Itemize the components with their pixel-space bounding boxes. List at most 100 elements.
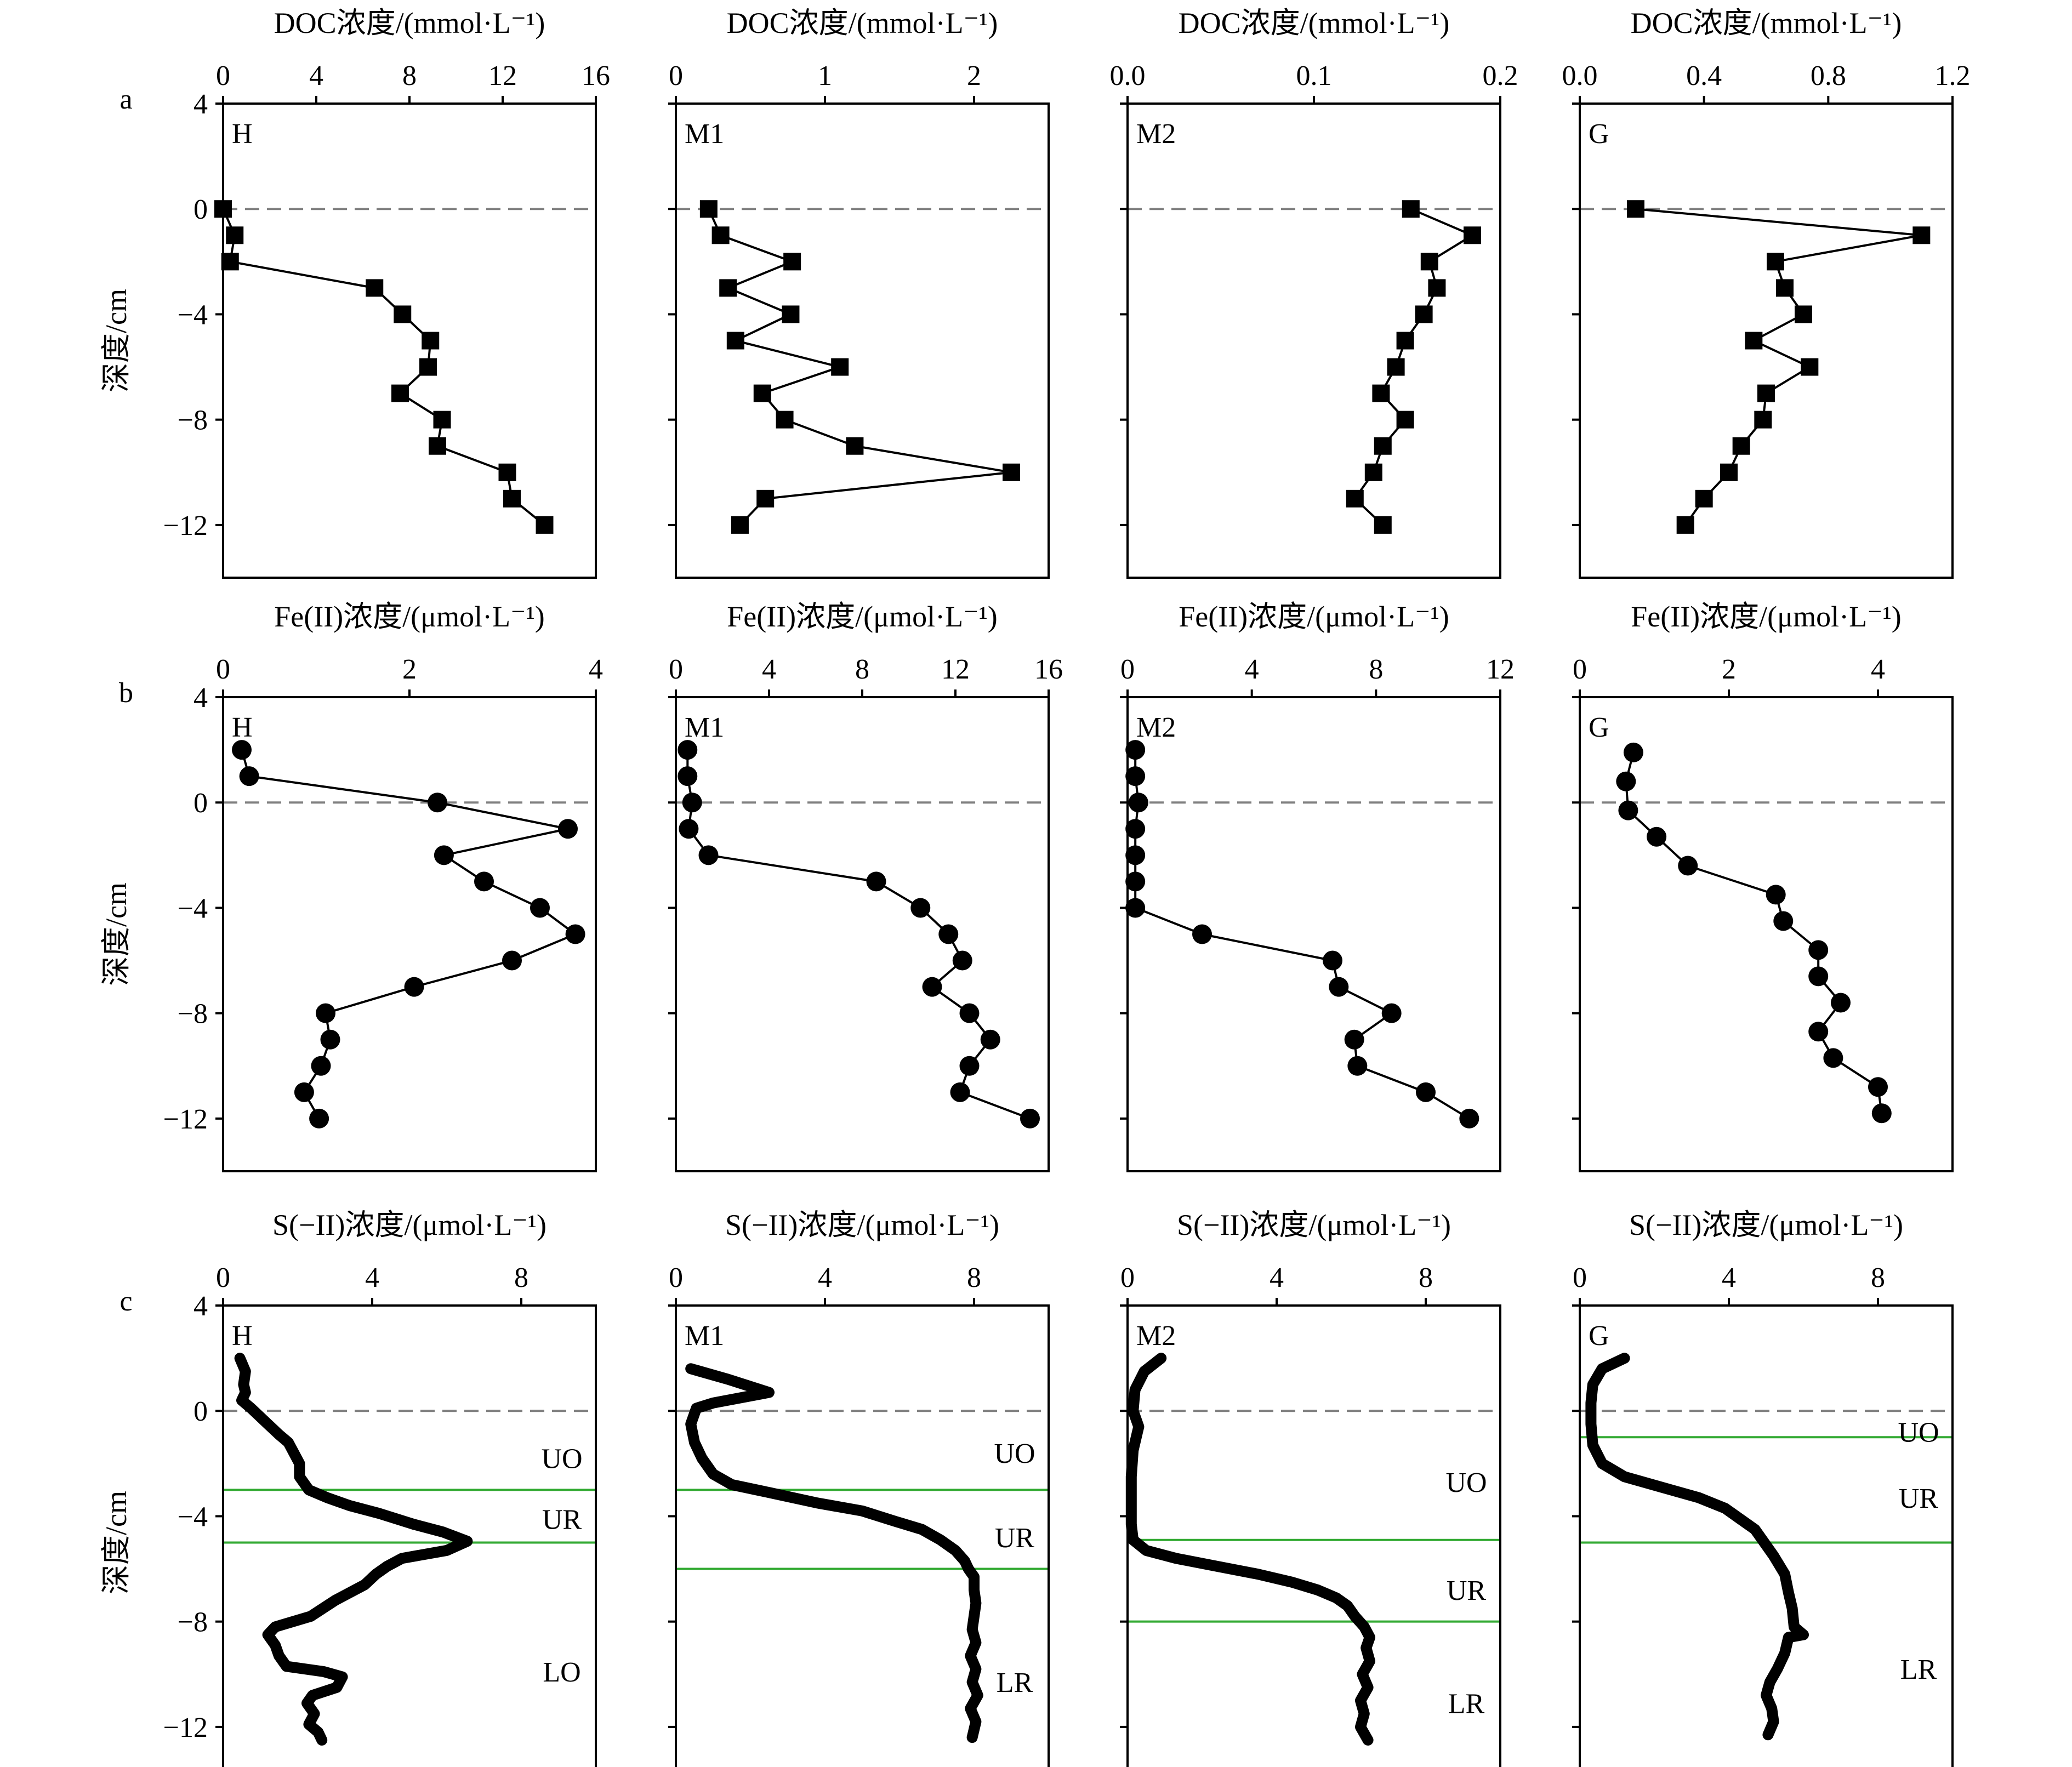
- data-point: [1627, 200, 1644, 218]
- data-point: [952, 950, 972, 971]
- data-point: [434, 845, 454, 865]
- zone-label: LR: [1900, 1654, 1937, 1685]
- data-point: [1776, 279, 1794, 297]
- data-point: [1323, 950, 1342, 971]
- data-point: [1347, 1056, 1368, 1076]
- panel-label: M1: [685, 712, 724, 743]
- data-line: [1134, 749, 1471, 1120]
- x-tick-label: 12: [488, 60, 517, 92]
- data-point: [1823, 1048, 1843, 1068]
- data-point: [498, 463, 516, 481]
- data-point: [1125, 898, 1146, 918]
- plot-frame: [1126, 696, 1501, 1172]
- data-line: [1125, 1353, 1375, 1746]
- data-point: [404, 977, 424, 997]
- plot-frame: [675, 696, 1050, 1172]
- data-point: [1374, 516, 1392, 534]
- data-point: [1720, 463, 1738, 481]
- data-point: [239, 766, 259, 786]
- data-point: [1125, 766, 1146, 786]
- data-point: [1754, 411, 1772, 429]
- y-tick-label: 0: [193, 1396, 208, 1427]
- data-point: [530, 898, 550, 918]
- panel-label: H: [232, 712, 253, 743]
- data-line: [241, 749, 577, 1120]
- zone-label: UO: [1898, 1417, 1939, 1449]
- chart-panel: S(−II)浓度/(μmol·L⁻¹) 0 4 8 UO UR LR M2: [1120, 1209, 1501, 1767]
- panel-title: DOC浓度/(mmol·L⁻¹): [274, 7, 545, 39]
- zone-label: UO: [994, 1438, 1035, 1469]
- data-point: [503, 489, 521, 508]
- x-tick-label: 8: [855, 654, 869, 685]
- data-point: [910, 898, 931, 918]
- x-tick-label: 16: [582, 60, 610, 92]
- row-letter: c: [119, 1286, 132, 1317]
- data-point: [1676, 516, 1694, 534]
- plot-frame: [222, 696, 597, 1172]
- data-point: [433, 411, 451, 429]
- data-point: [753, 384, 771, 402]
- x-tick-label: 0: [669, 60, 683, 92]
- x-tick-label: 4: [365, 1262, 379, 1293]
- panel-title: S(−II)浓度/(μmol·L⁻¹): [1177, 1209, 1451, 1241]
- data-line: [222, 208, 546, 526]
- x-tick-label: 2: [1722, 654, 1736, 685]
- x-tick-label: 0: [1120, 654, 1135, 685]
- data-point: [1346, 489, 1364, 508]
- x-tick-label: 12: [941, 654, 970, 685]
- panel-title: Fe(II)浓度/(μmol·L⁻¹): [1631, 600, 1902, 633]
- y-tick-label: −4: [178, 893, 208, 924]
- zone-label: LR: [1448, 1689, 1485, 1720]
- x-tick-label: 0: [1573, 1262, 1587, 1293]
- depth-axis-label: 深度/cm: [100, 289, 133, 392]
- data-point: [1428, 279, 1446, 297]
- data-point: [1020, 1108, 1040, 1128]
- data-point: [1808, 940, 1829, 960]
- panel-title: DOC浓度/(mmol·L⁻¹): [1179, 7, 1450, 39]
- data-point: [1402, 200, 1420, 218]
- panel-label: G: [1589, 1320, 1609, 1352]
- data-point: [428, 793, 447, 813]
- y-tick-label: −12: [163, 510, 208, 542]
- data-point: [711, 226, 730, 244]
- chart-panel: DOC浓度/(mmol·L⁻¹) 0.0 0.1 0.2 M2: [1110, 7, 1518, 579]
- data-point: [1416, 1082, 1436, 1102]
- panel-title: S(−II)浓度/(μmol·L⁻¹): [272, 1209, 547, 1241]
- y-tick-label: −8: [178, 1607, 208, 1638]
- data-point: [1459, 1108, 1479, 1128]
- data-point: [1647, 827, 1667, 847]
- data-point: [419, 358, 437, 376]
- x-tick-label: 2: [402, 654, 417, 685]
- x-tick-label: 0: [216, 1262, 230, 1293]
- data-point: [866, 871, 886, 892]
- x-tick-label: 0: [216, 654, 230, 685]
- data-point: [756, 489, 775, 508]
- x-tick-label: 0: [1573, 654, 1587, 685]
- data-point: [938, 924, 959, 944]
- data-point: [783, 253, 801, 271]
- data-line: [707, 208, 1012, 526]
- data-point: [1396, 332, 1414, 350]
- data-point: [474, 871, 494, 892]
- y-tick-label: −8: [178, 405, 208, 436]
- data-point: [391, 384, 409, 402]
- x-tick-label: 12: [1486, 654, 1515, 685]
- data-point: [950, 1082, 970, 1102]
- panel-title: DOC浓度/(mmol·L⁻¹): [727, 7, 998, 39]
- y-tick-label: 0: [193, 194, 208, 225]
- y-tick-label: 4: [193, 682, 208, 714]
- data-point: [1766, 885, 1786, 905]
- x-tick-label: 1: [818, 60, 832, 92]
- x-tick-label: 0.0: [1562, 60, 1598, 92]
- data-point: [1125, 819, 1146, 839]
- panel-label: G: [1589, 118, 1609, 150]
- data-point: [536, 516, 554, 534]
- x-tick-label: 8: [1419, 1262, 1433, 1293]
- data-point: [699, 200, 718, 218]
- x-tick-label: 0.4: [1686, 60, 1722, 92]
- y-tick-label: −8: [178, 999, 208, 1030]
- panel-title: Fe(II)浓度/(μmol·L⁻¹): [274, 600, 545, 633]
- x-tick-label: 4: [818, 1262, 832, 1293]
